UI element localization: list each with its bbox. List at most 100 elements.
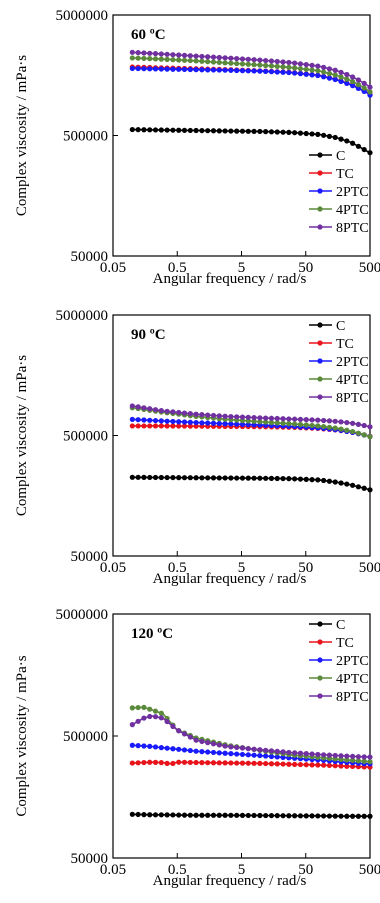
data-point xyxy=(268,129,275,135)
data-point xyxy=(181,419,188,425)
legend-label: 4PTC xyxy=(336,373,369,388)
x-tick-label: 0.5 xyxy=(168,560,187,576)
data-point xyxy=(216,413,222,419)
data-point xyxy=(239,68,246,74)
data-point xyxy=(338,136,344,142)
data-point xyxy=(344,427,350,433)
data-point xyxy=(187,759,193,766)
data-point xyxy=(181,52,188,58)
data-point xyxy=(141,417,147,423)
data-point xyxy=(297,761,304,768)
data-point xyxy=(199,67,205,73)
x-tick-label: 0.5 xyxy=(168,862,187,878)
data-point xyxy=(170,423,176,429)
data-point xyxy=(239,745,246,751)
data-point xyxy=(164,51,170,57)
data-point xyxy=(222,812,228,818)
data-point xyxy=(309,477,315,483)
data-point xyxy=(141,66,147,72)
data-point xyxy=(326,66,333,72)
data-point xyxy=(326,813,333,819)
data-point xyxy=(303,66,309,72)
data-point xyxy=(355,484,362,490)
data-point xyxy=(268,63,275,69)
data-point xyxy=(152,423,159,429)
data-point xyxy=(361,758,367,764)
data-point xyxy=(170,746,176,752)
data-point xyxy=(251,812,257,819)
legend-label: C xyxy=(336,149,345,164)
data-point xyxy=(147,127,153,133)
data-point xyxy=(239,128,246,134)
data-point xyxy=(205,67,211,73)
data-point xyxy=(164,56,170,62)
data-point xyxy=(152,744,159,750)
data-point xyxy=(286,421,292,427)
data-point xyxy=(274,129,280,135)
data-point xyxy=(355,85,362,92)
data-point xyxy=(268,812,275,819)
data-point xyxy=(234,475,240,481)
data-point xyxy=(234,760,240,766)
data-point xyxy=(303,130,309,137)
x-tick-label: 50 xyxy=(298,862,313,878)
data-point xyxy=(245,61,251,67)
data-point xyxy=(251,760,257,766)
data-point xyxy=(158,474,164,481)
data-point xyxy=(239,760,246,766)
data-point xyxy=(216,128,222,134)
data-point xyxy=(147,713,153,720)
data-point xyxy=(303,813,309,819)
data-point xyxy=(309,422,315,429)
x-tick-label: 5 xyxy=(238,862,246,878)
data-point xyxy=(135,423,141,429)
data-point xyxy=(210,741,217,747)
x-tick-label: 5 xyxy=(238,260,246,276)
data-point xyxy=(193,748,199,754)
data-point xyxy=(355,430,362,436)
y-tick-label: 500000 xyxy=(63,129,108,145)
data-point xyxy=(303,476,309,482)
data-point xyxy=(338,419,344,425)
data-point xyxy=(210,812,217,818)
data-point xyxy=(251,418,257,424)
data-point xyxy=(234,744,240,751)
data-point xyxy=(176,475,182,481)
data-point xyxy=(292,130,298,136)
data-point xyxy=(228,60,234,66)
data-point xyxy=(315,68,321,74)
data-point xyxy=(228,751,234,757)
data-point xyxy=(344,419,350,426)
data-point xyxy=(176,746,182,752)
data-point xyxy=(176,812,182,818)
data-point xyxy=(344,753,350,759)
data-point xyxy=(338,426,344,432)
data-point xyxy=(321,132,327,138)
data-point xyxy=(205,760,211,766)
data-point xyxy=(321,752,327,758)
data-point xyxy=(292,70,298,76)
data-point xyxy=(216,742,222,748)
data-point xyxy=(228,475,234,481)
data-point xyxy=(181,475,188,481)
data-point xyxy=(257,760,263,767)
data-point xyxy=(286,416,292,422)
data-point xyxy=(170,57,176,63)
data-point xyxy=(268,748,275,754)
data-point xyxy=(141,715,147,721)
data-point xyxy=(216,760,222,766)
data-point xyxy=(222,421,228,427)
plot-area xyxy=(112,613,371,859)
data-point xyxy=(129,722,135,728)
data-point xyxy=(135,718,141,724)
data-point xyxy=(344,481,350,487)
data-point xyxy=(257,128,263,135)
data-point xyxy=(367,759,373,765)
data-point xyxy=(297,813,304,819)
data-point xyxy=(263,68,269,74)
data-point xyxy=(222,413,228,419)
data-point xyxy=(315,72,321,79)
data-point xyxy=(199,475,205,481)
data-point xyxy=(170,409,176,415)
data-point xyxy=(315,762,321,768)
